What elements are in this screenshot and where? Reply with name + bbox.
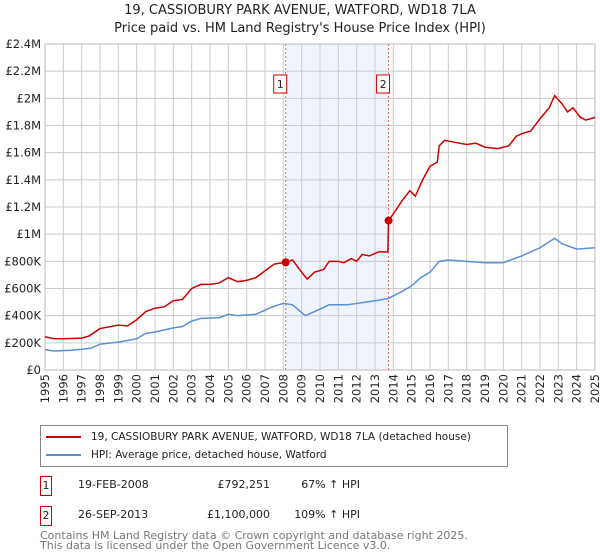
x-tick-label: 2017 bbox=[441, 374, 455, 403]
y-tick-label: £2.4M bbox=[5, 37, 41, 51]
x-tick-label: 2003 bbox=[185, 374, 199, 403]
sale-point bbox=[281, 258, 290, 267]
x-tick-label: 2020 bbox=[496, 374, 510, 403]
legend-label: 19, CASSIOBURY PARK AVENUE, WATFORD, WD1… bbox=[91, 431, 471, 443]
y-tick-label: £400K bbox=[4, 309, 41, 323]
x-tick-label: 2025 bbox=[588, 374, 600, 403]
x-tick-label: 2000 bbox=[130, 374, 144, 403]
x-tick-label: 2014 bbox=[386, 374, 400, 403]
footer: Contains HM Land Registry data © Crown c… bbox=[40, 529, 468, 552]
y-tick-label: £1.8M bbox=[5, 119, 41, 133]
x-tick-label: 2022 bbox=[533, 374, 547, 403]
legend-item-property: 19, CASSIOBURY PARK AVENUE, WATFORD, WD1… bbox=[46, 429, 471, 445]
x-tick-label: 2015 bbox=[405, 374, 419, 403]
footer-line: Contains HM Land Registry data © Crown c… bbox=[40, 529, 468, 542]
x-tick-label: 2008 bbox=[276, 374, 290, 403]
transaction-date: 19-FEB-2008 bbox=[78, 478, 149, 491]
x-tick-label: 1999 bbox=[111, 374, 125, 403]
x-tick-label: 2023 bbox=[551, 374, 565, 403]
transaction-price: £792,251 bbox=[217, 478, 271, 491]
chart-title: 19, CASSIOBURY PARK AVENUE, WATFORD, WD1… bbox=[124, 3, 476, 18]
x-tick-label: 2024 bbox=[570, 374, 584, 403]
legend: 19, CASSIOBURY PARK AVENUE, WATFORD, WD1… bbox=[40, 425, 508, 467]
transaction-date: 26-SEP-2013 bbox=[78, 508, 149, 521]
y-tick-label: £1.2M bbox=[5, 200, 41, 214]
y-tick-label: £1M bbox=[16, 227, 41, 241]
x-tick-label: 1995 bbox=[38, 374, 52, 403]
footer-line: This data is licensed under the Open Gov… bbox=[40, 539, 391, 552]
legend-swatch bbox=[46, 454, 81, 456]
y-tick-label: £800K bbox=[4, 254, 41, 268]
y-tick-label: £1.4M bbox=[5, 173, 41, 187]
x-tick-label: 1997 bbox=[75, 374, 89, 403]
legend-label: HPI: Average price, detached house, Watf… bbox=[91, 449, 327, 461]
x-tick-label: 2018 bbox=[460, 374, 474, 403]
sale-label: 2 bbox=[380, 78, 387, 91]
x-tick-label: 2016 bbox=[423, 374, 437, 403]
transaction-price: £1,100,000 bbox=[207, 508, 270, 521]
x-tick-label: 2013 bbox=[368, 374, 382, 403]
x-tick-label: 2001 bbox=[148, 374, 162, 403]
legend-swatch bbox=[46, 436, 81, 438]
x-tick-label: 1996 bbox=[56, 374, 70, 403]
x-tick-label: 2005 bbox=[221, 374, 235, 403]
x-tick-label: 2006 bbox=[240, 374, 254, 403]
y-tick-label: £2M bbox=[16, 91, 41, 105]
chart-subtitle: Price paid vs. HM Land Registry's House … bbox=[114, 21, 486, 36]
price-chart: 1995 1996 1997 1998 1999 2000 2001 2002 2003 2004… bbox=[4, 37, 600, 403]
x-tick-label: 2010 bbox=[313, 374, 327, 403]
y-tick-label: £200K bbox=[4, 336, 41, 350]
x-tick-label: 2007 bbox=[258, 374, 272, 403]
transaction-hpi: 109% ↑ HPI bbox=[294, 508, 360, 521]
x-tick-label: 2011 bbox=[331, 374, 345, 403]
y-tick-label: £1.6M bbox=[5, 146, 41, 160]
hpi-line bbox=[44, 237, 596, 352]
transaction-hpi: 67% ↑ HPI bbox=[301, 478, 360, 491]
x-tick-label: 1998 bbox=[93, 374, 107, 403]
y-tick-label: £600K bbox=[4, 282, 41, 296]
y-tick-label: £0 bbox=[26, 363, 41, 377]
x-tick-label: 2012 bbox=[350, 374, 364, 403]
transaction-marker: 1 bbox=[40, 476, 52, 496]
x-tick-label: 2019 bbox=[478, 374, 492, 403]
x-tick-label: 2004 bbox=[203, 374, 217, 403]
y-tick-label: £2.2M bbox=[5, 64, 41, 78]
sale-label-box bbox=[376, 74, 391, 94]
x-tick-label: 2021 bbox=[515, 374, 529, 403]
transaction-marker: 2 bbox=[40, 506, 52, 526]
x-tick-label: 2009 bbox=[295, 374, 309, 403]
sale-label-box bbox=[273, 74, 288, 94]
sale-label: 1 bbox=[277, 78, 284, 91]
legend-item-hpi: HPI: Average price, detached house, Watf… bbox=[46, 447, 327, 463]
plot-frame bbox=[44, 43, 596, 371]
x-tick-label: 2002 bbox=[166, 374, 180, 403]
property-price-line bbox=[44, 94, 596, 340]
sale-point bbox=[384, 216, 393, 225]
